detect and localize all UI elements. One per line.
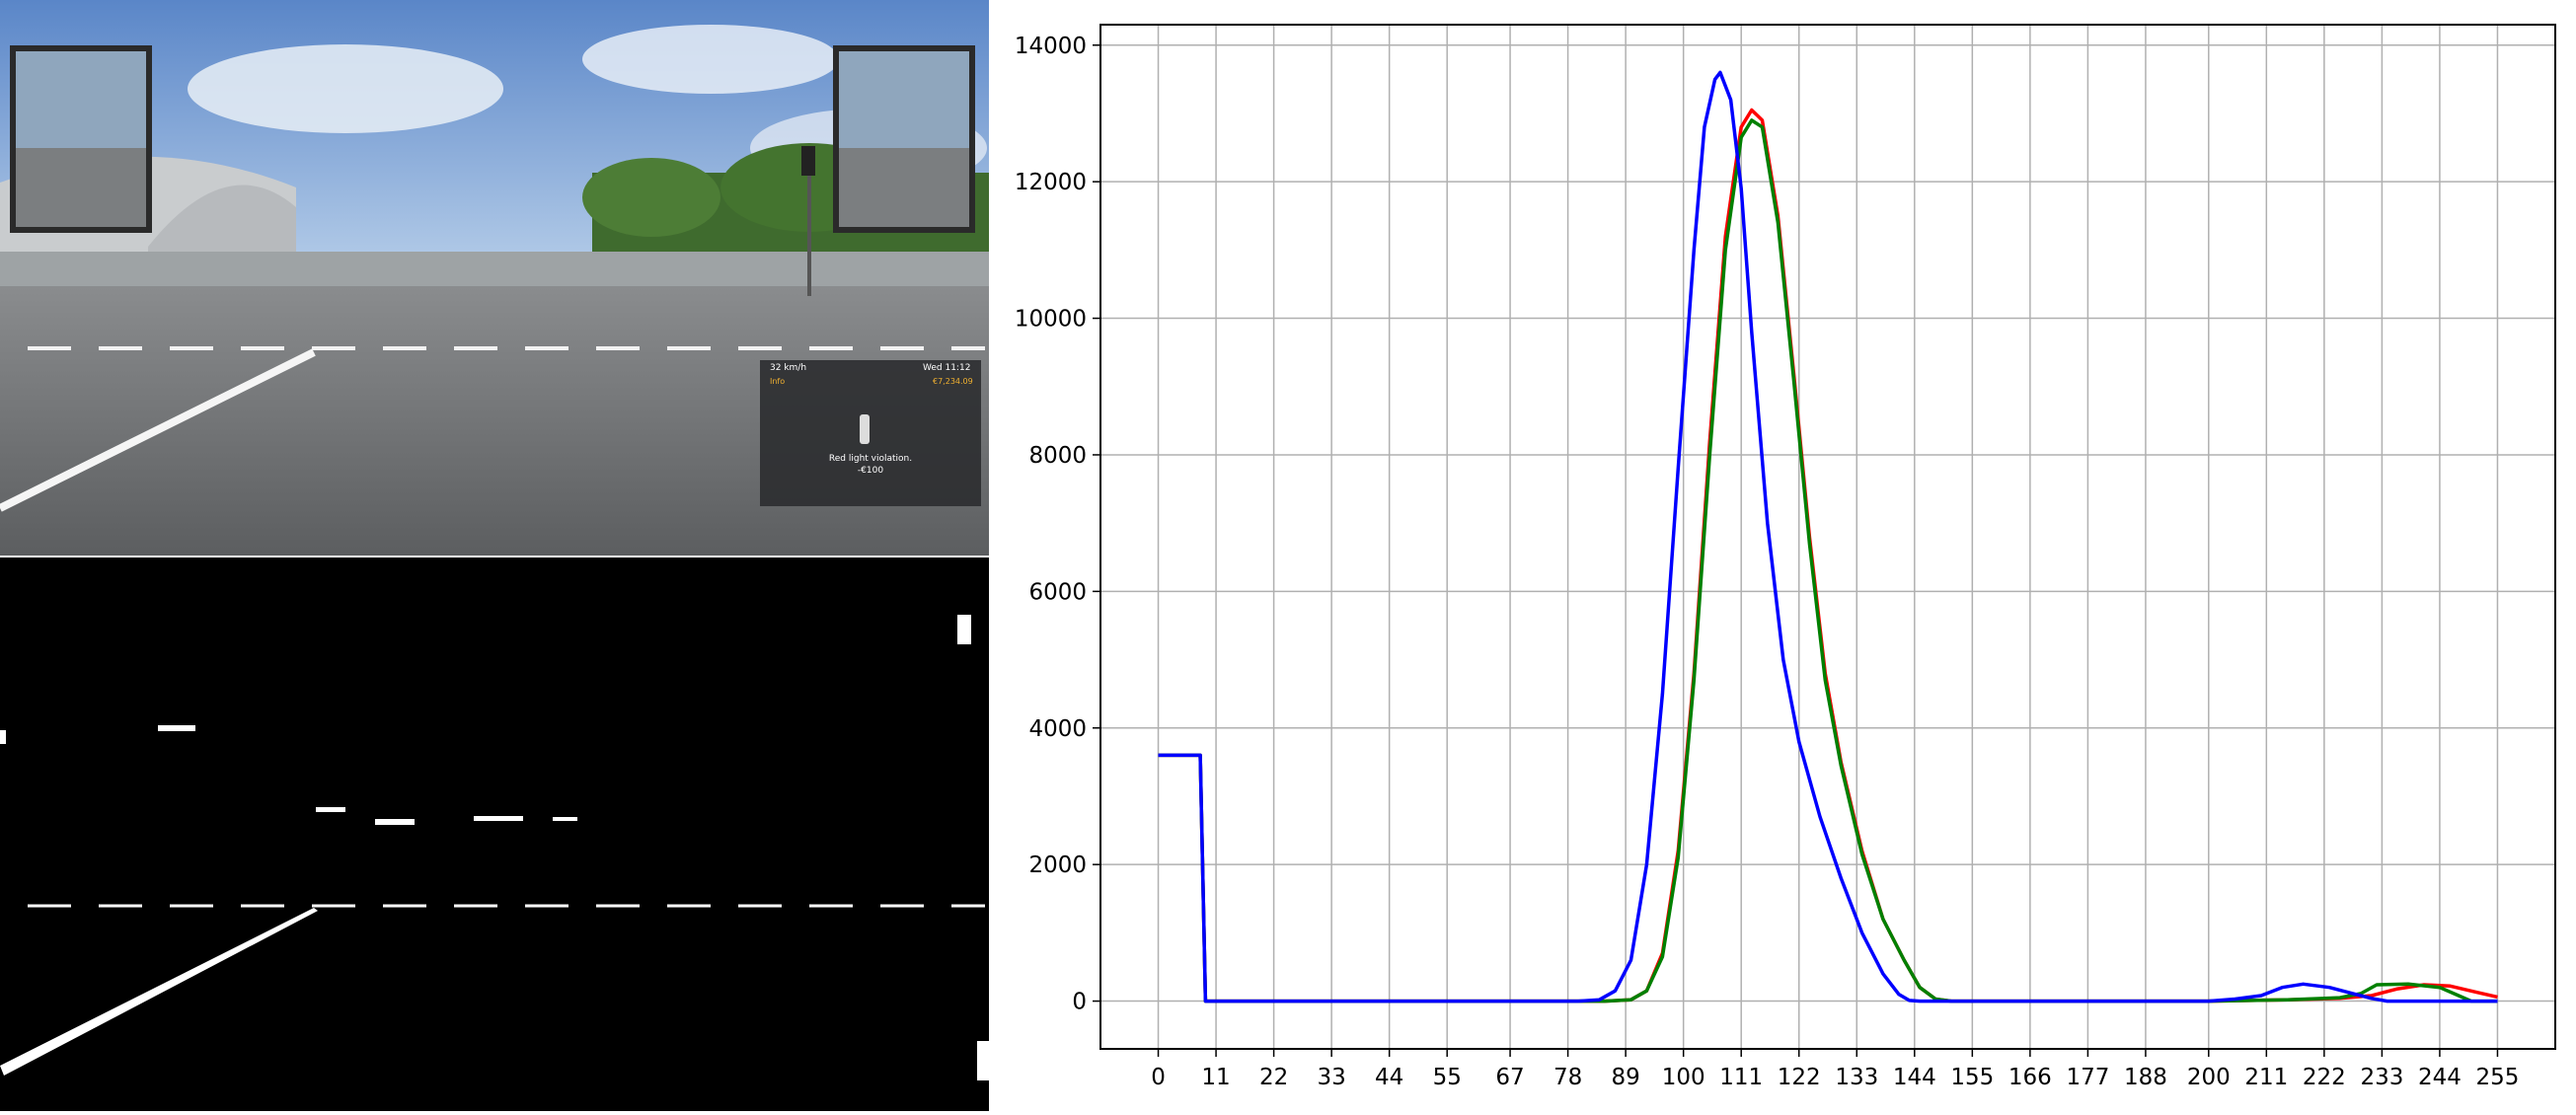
game-camera-view: 32 km/h Wed 11:12 Info €7,234.09 Red lig… bbox=[0, 0, 989, 556]
chart-series bbox=[1158, 70, 2498, 1004]
left-mirror bbox=[10, 45, 152, 233]
x-tick-label: 78 bbox=[1553, 1065, 1582, 1090]
mask-blob bbox=[474, 816, 523, 821]
x-tick-label: 0 bbox=[1151, 1065, 1166, 1090]
x-tick-label: 188 bbox=[2124, 1065, 2167, 1090]
x-tick-label: 122 bbox=[1778, 1065, 1821, 1090]
hud-fine: -€100 bbox=[857, 466, 884, 476]
y-tick-label: 4000 bbox=[1028, 716, 1087, 742]
hud-info-label: Info bbox=[770, 377, 786, 386]
trees bbox=[582, 158, 720, 237]
hud-money: €7,234.09 bbox=[933, 377, 973, 386]
x-tick-label: 155 bbox=[1950, 1065, 1994, 1090]
histogram-chart-panel: 0 11 22 33 44 55 67 78 89 100 111 122 133 144 155 166 17… bbox=[989, 0, 2576, 1111]
x-tick-label: 233 bbox=[2360, 1065, 2403, 1090]
plot-frame bbox=[1099, 24, 2556, 1050]
threshold-mask-view bbox=[0, 558, 989, 1111]
series-line bbox=[1158, 108, 2498, 1004]
hangar-building bbox=[148, 185, 296, 257]
cloud bbox=[188, 44, 503, 133]
hud-time: Wed 11:12 bbox=[923, 363, 971, 373]
x-tick-label: 244 bbox=[2418, 1065, 2462, 1090]
y-tick-label: 0 bbox=[1072, 990, 1087, 1015]
x-tick-label: 44 bbox=[1375, 1065, 1403, 1090]
hud-panel bbox=[760, 360, 981, 506]
diagonal-lane-line bbox=[0, 348, 316, 512]
x-tick-label: 133 bbox=[1835, 1065, 1878, 1090]
hud-message: Red light violation. bbox=[828, 454, 913, 464]
series-line bbox=[1158, 118, 2498, 1004]
right-mirror bbox=[833, 45, 975, 233]
x-tick-label: 33 bbox=[1317, 1065, 1345, 1090]
x-tick-label: 111 bbox=[1719, 1065, 1763, 1090]
x-tick-label: 11 bbox=[1201, 1065, 1230, 1090]
x-tick-label: 255 bbox=[2476, 1065, 2520, 1090]
x-tick-label: 89 bbox=[1611, 1065, 1639, 1090]
traffic-light bbox=[801, 146, 815, 296]
mask-diagonal-line bbox=[0, 908, 318, 1076]
x-tick-label: 100 bbox=[1662, 1065, 1705, 1090]
x-tick-label: 211 bbox=[2244, 1065, 2288, 1090]
series-line bbox=[1158, 70, 2498, 1004]
mask-blob bbox=[158, 725, 195, 731]
histogram-chart: 0 11 22 33 44 55 67 78 89 100 111 122 133 144 155 166 17… bbox=[1015, 24, 2556, 1090]
x-tick-label: 144 bbox=[1893, 1065, 1936, 1090]
chart-grid bbox=[1100, 25, 2555, 1049]
x-tick-label: 166 bbox=[2008, 1065, 2052, 1090]
x-tick-label: 67 bbox=[1495, 1065, 1524, 1090]
y-axis: 0 2000 4000 6000 8000 10000 12000 14000 bbox=[1015, 34, 1100, 1015]
mask-blob bbox=[957, 615, 971, 644]
mask-blob bbox=[553, 817, 577, 821]
y-tick-label: 14000 bbox=[1015, 34, 1087, 59]
x-tick-label: 55 bbox=[1433, 1065, 1462, 1090]
game-scene bbox=[0, 0, 989, 556]
mask-blob bbox=[375, 819, 415, 825]
y-tick-label: 6000 bbox=[1028, 579, 1087, 605]
y-tick-label: 12000 bbox=[1015, 170, 1087, 195]
x-tick-label: 177 bbox=[2066, 1065, 2109, 1090]
hud-speed: 32 km/h bbox=[770, 363, 807, 373]
mask-blob bbox=[977, 1041, 989, 1080]
cloud bbox=[582, 25, 839, 94]
mask-blob bbox=[316, 807, 345, 812]
fence bbox=[0, 252, 989, 291]
x-tick-label: 200 bbox=[2187, 1065, 2231, 1090]
y-tick-label: 10000 bbox=[1015, 307, 1087, 333]
y-tick-label: 8000 bbox=[1028, 443, 1087, 469]
x-axis: 0 11 22 33 44 55 67 78 89 100 111 122 133 144 155 166 17… bbox=[1151, 1049, 2519, 1090]
traffic-light-icon bbox=[860, 414, 870, 444]
mask-image bbox=[0, 558, 989, 1111]
mask-blob bbox=[0, 730, 6, 744]
x-tick-label: 22 bbox=[1259, 1065, 1288, 1090]
y-tick-label: 2000 bbox=[1028, 853, 1087, 878]
x-tick-label: 222 bbox=[2303, 1065, 2346, 1090]
